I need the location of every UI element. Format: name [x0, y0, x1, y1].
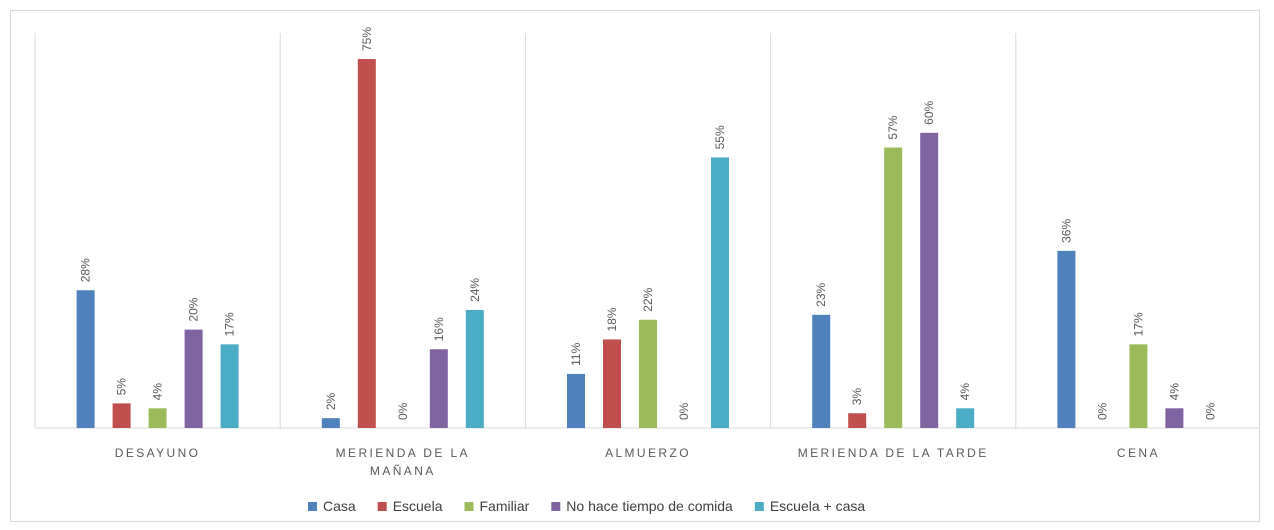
data-label: 4%: [1167, 383, 1181, 401]
data-label: 11%: [569, 342, 583, 365]
bar-no-hace-tiempo-de-comida: [429, 349, 448, 428]
data-label: 22%: [641, 287, 655, 311]
bar-escuela-casa: [711, 157, 729, 428]
data-label: 23%: [814, 282, 828, 306]
category-label: MERIENDA DE LA: [336, 446, 470, 460]
category-label: CENA: [1117, 446, 1160, 460]
legend-swatch: [754, 502, 764, 511]
data-label: 5%: [115, 378, 129, 396]
bar-familiar: [1129, 344, 1148, 428]
category-label: MAÑANA: [370, 464, 436, 478]
bar-casa: [321, 418, 340, 428]
bar-escuela: [603, 339, 621, 428]
data-label: 17%: [1131, 312, 1145, 336]
bar-familiar: [148, 408, 167, 428]
bar-casa: [1057, 250, 1076, 428]
data-label: 0%: [1095, 402, 1109, 420]
data-label: 0%: [396, 402, 410, 420]
data-label: 18%: [605, 307, 619, 331]
bar-escuela-casa: [220, 344, 239, 428]
data-label: 60%: [922, 100, 936, 124]
bar-escuela: [357, 59, 376, 428]
bar-casa: [76, 290, 95, 428]
bar-no-hace-tiempo-de-comida: [1165, 408, 1184, 428]
bar-chart: 28% 2% 11% 23% 36% 5% 75% 18% 3% 0% 4% 0% 22% 57% 17% 2…: [34, 27, 1260, 514]
bar-no-hace-tiempo-de-comida: [920, 132, 939, 429]
legend-swatch: [377, 502, 387, 511]
data-label: 2%: [324, 392, 338, 410]
legend-swatch: [551, 502, 561, 511]
legend-label: Casa: [323, 498, 356, 514]
data-label: 55%: [713, 125, 727, 149]
bar-escuela-casa: [956, 408, 975, 428]
data-label: 57%: [886, 115, 900, 139]
data-label: 4%: [958, 383, 972, 401]
legend-swatch: [308, 502, 317, 511]
data-label: 28%: [79, 258, 93, 282]
data-label: 4%: [151, 383, 165, 401]
data-label: 24%: [468, 278, 482, 302]
bar-casa: [812, 314, 831, 428]
chart-frame: 28% 2% 11% 23% 36% 5% 75% 18% 3% 0% 4% 0% 22% 57% 17% 2…: [10, 10, 1260, 522]
data-label: 0%: [1203, 402, 1217, 420]
data-label: 16%: [432, 317, 446, 341]
bar-escuela: [848, 413, 867, 428]
data-label: 17%: [223, 312, 237, 336]
data-label: 3%: [850, 388, 864, 406]
legend-label: No hace tiempo de comida: [566, 498, 733, 514]
bar-familiar: [639, 319, 657, 428]
category-label: DESAYUNO: [115, 446, 201, 460]
category-label: ALMUERZO: [605, 446, 691, 460]
data-label: 36%: [1059, 219, 1073, 243]
bar-familiar: [884, 147, 903, 428]
data-label: 0%: [677, 402, 691, 420]
legend-label: Escuela + casa: [770, 498, 866, 514]
legend-label: Familiar: [480, 498, 530, 514]
legend-label: Escuela: [393, 498, 443, 514]
data-label: 20%: [187, 297, 201, 321]
bar-escuela-casa: [465, 309, 484, 428]
bar-casa: [567, 373, 585, 428]
legend-swatch: [464, 502, 474, 511]
data-label: 75%: [360, 27, 374, 51]
category-label: MERIENDA DE LA TARDE: [798, 446, 989, 460]
bar-escuela: [112, 403, 131, 428]
bar-no-hace-tiempo-de-comida: [184, 329, 203, 428]
